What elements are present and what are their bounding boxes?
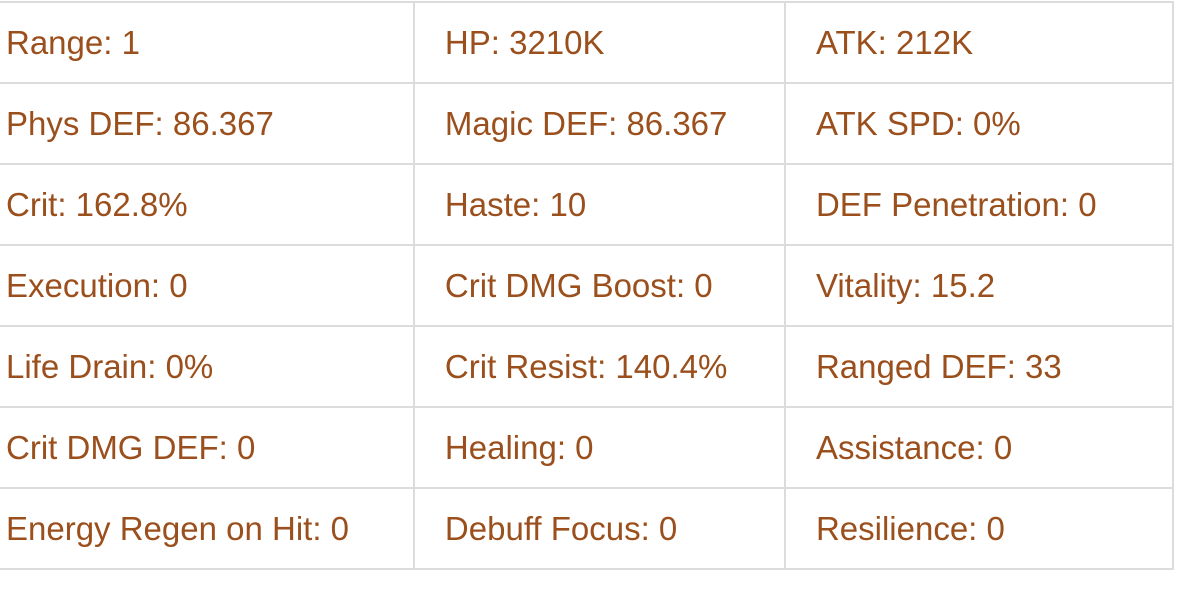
stats-table: Range: 1 HP: 3210K ATK: 212K Phys DEF: 86.3… bbox=[0, 1, 1175, 570]
table-row: Life Drain: 0% Crit Resist: 140.4% Ranged … bbox=[0, 325, 1175, 408]
stat-cell: Assistance: 0 bbox=[783, 406, 1175, 489]
stat-cell: DEF Penetration: 0 bbox=[783, 163, 1175, 246]
table-row: Range: 1 HP: 3210K ATK: 212K bbox=[0, 1, 1175, 84]
stat-cell: Debuff Focus: 0 bbox=[412, 487, 786, 570]
table-row: Phys DEF: 86.367 Magic DEF: 86.367 ATK SPD… bbox=[0, 82, 1175, 165]
stat-cell: Range: 1 bbox=[0, 1, 415, 84]
stat-cell: ATK SPD: 0% bbox=[783, 82, 1175, 165]
stat-cell: Phys DEF: 86.367 bbox=[0, 82, 415, 165]
stat-cell: Crit: 162.8% bbox=[0, 163, 415, 246]
table-row: Energy Regen on Hit: 0 Debuff Focus: 0 Res… bbox=[0, 487, 1175, 570]
stat-cell: Magic DEF: 86.367 bbox=[412, 82, 786, 165]
stat-cell: ATK: 212K bbox=[783, 1, 1175, 84]
stat-cell: Life Drain: 0% bbox=[0, 325, 415, 408]
stat-cell: Healing: 0 bbox=[412, 406, 786, 489]
stat-cell: Vitality: 15.2 bbox=[783, 244, 1175, 327]
stat-cell: Crit DMG DEF: 0 bbox=[0, 406, 415, 489]
table-row: Execution: 0 Crit DMG Boost: 0 Vitality: 1… bbox=[0, 244, 1175, 327]
stat-cell: Crit DMG Boost: 0 bbox=[412, 244, 786, 327]
stat-cell: HP: 3210K bbox=[412, 1, 786, 84]
stat-cell: Crit Resist: 140.4% bbox=[412, 325, 786, 408]
stat-cell: Haste: 10 bbox=[412, 163, 786, 246]
table-row: Crit: 162.8% Haste: 10 DEF Penetration: 0 bbox=[0, 163, 1175, 246]
table-row: Crit DMG DEF: 0 Healing: 0 Assistance: 0 bbox=[0, 406, 1175, 489]
stat-cell: Resilience: 0 bbox=[783, 487, 1175, 570]
stat-cell: Ranged DEF: 33 bbox=[783, 325, 1175, 408]
stat-cell: Energy Regen on Hit: 0 bbox=[0, 487, 415, 570]
stat-cell: Execution: 0 bbox=[0, 244, 415, 327]
